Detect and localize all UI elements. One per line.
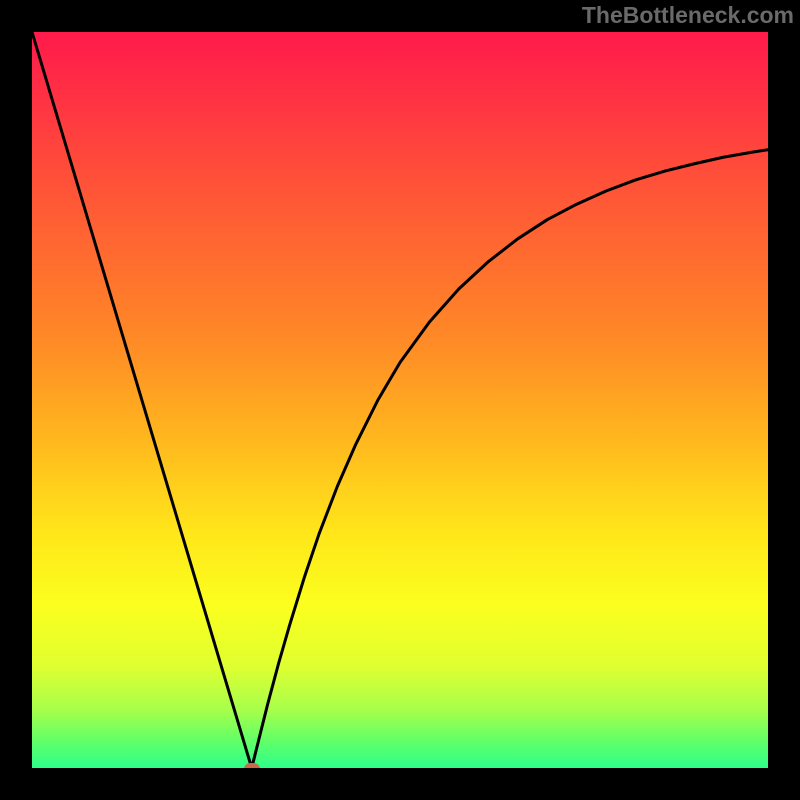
minimum-marker xyxy=(244,763,260,769)
watermark-text: TheBottleneck.com xyxy=(582,2,794,29)
bottleneck-curve xyxy=(32,32,768,768)
curve-layer xyxy=(32,32,768,768)
plot-area xyxy=(32,32,768,768)
chart-container: TheBottleneck.com xyxy=(0,0,800,800)
